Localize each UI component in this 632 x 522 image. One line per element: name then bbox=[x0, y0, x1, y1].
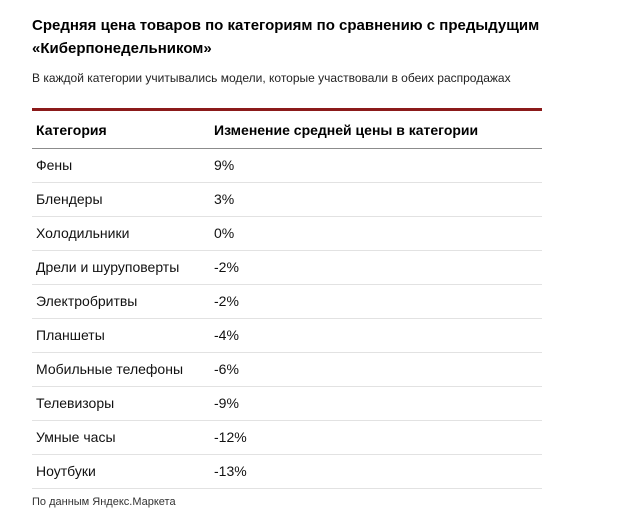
table-row: Электробритвы -2% bbox=[32, 284, 542, 320]
page-subtitle: В каждой категории учитывались модели, к… bbox=[32, 70, 511, 85]
change-cell: -4% bbox=[210, 318, 542, 354]
change-cell: -6% bbox=[210, 352, 542, 388]
source-note: По данным Яндекс.Маркета bbox=[32, 496, 176, 509]
category-cell: Телевизоры bbox=[32, 386, 210, 422]
change-cell: -2% bbox=[210, 284, 542, 320]
table-row: Телевизоры -9% bbox=[32, 386, 542, 422]
table-row: Мобильные телефоны -6% bbox=[32, 352, 542, 388]
category-cell: Блендеры bbox=[32, 182, 210, 218]
column-header-category: Категория bbox=[32, 109, 210, 150]
table-body: Фены 9% Блендеры 3% Холодильники 0% Дрели и шу… bbox=[32, 148, 542, 490]
change-cell: -2% bbox=[210, 250, 542, 286]
table-row: Умные часы -12% bbox=[32, 420, 542, 456]
column-header-change: Изменение средней цены в категории bbox=[210, 109, 542, 150]
category-cell: Холодильники bbox=[32, 216, 210, 252]
category-cell: Дрели и шуруповерты bbox=[32, 250, 210, 286]
table-row: Планшеты -4% bbox=[32, 318, 542, 354]
category-cell: Умные часы bbox=[32, 420, 210, 456]
infographic-container: Средняя цена товаров по категориям по ср… bbox=[32, 17, 542, 509]
change-cell: 9% bbox=[210, 148, 542, 184]
category-cell: Электробритвы bbox=[32, 284, 210, 320]
table-row: Дрели и шуруповерты -2% bbox=[32, 250, 542, 286]
category-cell: Мобильные телефоны bbox=[32, 352, 210, 388]
change-cell: -12% bbox=[210, 420, 542, 456]
category-cell: Ноутбуки bbox=[32, 454, 210, 490]
change-cell: 0% bbox=[210, 216, 542, 252]
table-row: Блендеры 3% bbox=[32, 182, 542, 218]
category-cell: Планшеты bbox=[32, 318, 210, 354]
price-change-table: Категория Изменение средней цены в катег… bbox=[32, 108, 542, 490]
table-row: Холодильники 0% bbox=[32, 216, 542, 252]
table-row: Фены 9% bbox=[32, 148, 542, 184]
change-cell: 3% bbox=[210, 182, 542, 218]
category-cell: Фены bbox=[32, 148, 210, 184]
page-title: Средняя цена товаров по категориям по ср… bbox=[32, 17, 540, 58]
table-row: Ноутбуки -13% bbox=[32, 454, 542, 490]
table-header-row: Категория Изменение средней цены в катег… bbox=[32, 109, 542, 150]
change-cell: -9% bbox=[210, 386, 542, 422]
change-cell: -13% bbox=[210, 454, 542, 490]
